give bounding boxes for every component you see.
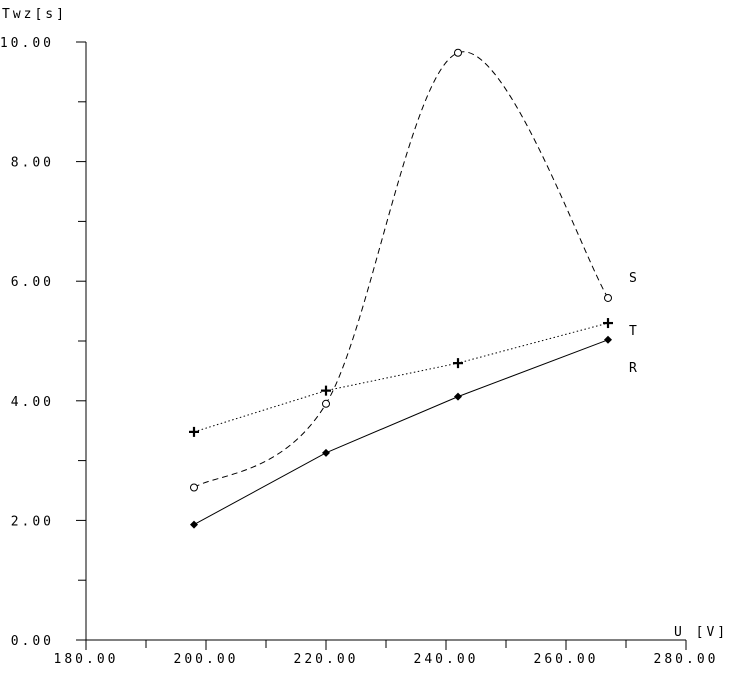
series-label-r: R	[629, 361, 640, 376]
y-tick-label: 8.00	[11, 156, 54, 171]
data-point-diamond	[322, 448, 330, 457]
y-tick-label: 0.00	[11, 634, 54, 649]
series-label-t: T	[629, 324, 640, 339]
y-tick-label: 6.00	[11, 275, 54, 290]
data-point-plus	[453, 358, 463, 369]
data-point-diamond	[454, 392, 462, 401]
x-tick-label: 200.00	[174, 652, 239, 667]
data-point-circle	[454, 48, 462, 57]
series-line-s	[193, 51, 609, 488]
y-tick-label: 2.00	[11, 514, 54, 529]
series-r: R	[190, 335, 640, 529]
y-axis-label: Twz[s]	[2, 7, 67, 22]
x-tick-label: 280.00	[654, 652, 719, 667]
y-tick-label: 4.00	[11, 395, 54, 410]
series-s: S	[190, 48, 640, 492]
x-tick-label: 240.00	[414, 652, 479, 667]
data-point-plus	[321, 385, 331, 396]
data-point-plus	[189, 426, 199, 437]
data-point-diamond	[190, 520, 198, 529]
x-tick-label: 180.00	[54, 652, 119, 667]
series-label-s: S	[629, 271, 640, 286]
x-tick-label: 260.00	[534, 652, 599, 667]
series-layer: S T R	[189, 48, 640, 529]
series-line-r	[193, 339, 609, 526]
data-point-plus	[603, 318, 613, 329]
data-point-diamond	[604, 335, 612, 344]
data-point-circle	[190, 483, 198, 492]
x-tick-label: 220.00	[294, 652, 359, 667]
y-tick-label: 10.00	[0, 36, 54, 51]
series-t: T	[189, 318, 640, 437]
series-line-t	[193, 322, 609, 433]
axes: 180.00 200.00 220.00 240.00 260.00 280.00 0.00…	[0, 36, 719, 667]
x-axis-label: U [V]	[674, 625, 728, 640]
data-point-circle	[604, 293, 612, 302]
data-point-circle	[322, 399, 330, 408]
